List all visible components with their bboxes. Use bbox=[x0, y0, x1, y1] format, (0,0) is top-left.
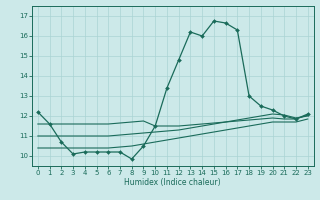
X-axis label: Humidex (Indice chaleur): Humidex (Indice chaleur) bbox=[124, 178, 221, 187]
